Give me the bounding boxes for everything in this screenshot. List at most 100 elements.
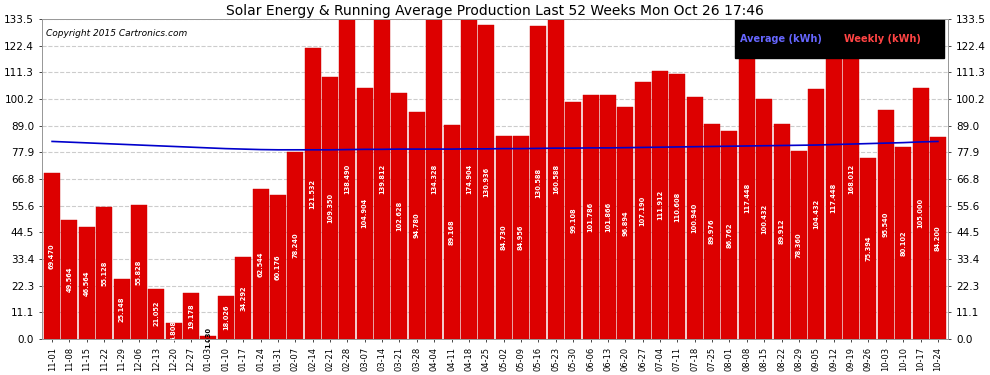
Text: 69.470: 69.470 <box>50 243 55 268</box>
Text: 62.544: 62.544 <box>257 251 263 277</box>
Text: 55.128: 55.128 <box>101 260 107 286</box>
Bar <box>427 20 443 339</box>
Text: 134.328: 134.328 <box>432 164 438 194</box>
Bar <box>895 147 911 339</box>
Text: 110.608: 110.608 <box>674 191 680 222</box>
Text: 18.026: 18.026 <box>223 304 229 330</box>
Text: 89.168: 89.168 <box>448 219 454 245</box>
Text: 130.936: 130.936 <box>483 167 489 197</box>
Bar <box>461 20 477 339</box>
Text: 60.176: 60.176 <box>275 254 281 280</box>
Text: 102.628: 102.628 <box>396 201 403 231</box>
Bar <box>356 88 372 339</box>
Bar <box>61 220 77 339</box>
Bar <box>808 89 825 339</box>
Bar <box>756 99 772 339</box>
Bar <box>287 152 303 339</box>
Bar <box>826 58 842 339</box>
Bar <box>531 26 546 339</box>
Bar <box>913 88 929 339</box>
Bar <box>131 205 147 339</box>
Text: 78.240: 78.240 <box>292 232 298 258</box>
Text: 19.178: 19.178 <box>188 303 194 329</box>
Text: 49.564: 49.564 <box>66 267 72 292</box>
Bar <box>496 136 512 339</box>
Bar <box>930 137 945 339</box>
Title: Solar Energy & Running Average Production Last 52 Weeks Mon Oct 26 17:46: Solar Energy & Running Average Productio… <box>226 4 764 18</box>
Text: 89.976: 89.976 <box>709 218 715 244</box>
Text: 75.394: 75.394 <box>865 236 871 261</box>
Bar <box>79 228 95 339</box>
Bar <box>565 102 581 339</box>
Text: 86.762: 86.762 <box>727 222 733 248</box>
Text: 78.360: 78.360 <box>796 232 802 258</box>
Bar <box>547 20 563 339</box>
Text: 104.904: 104.904 <box>361 198 367 228</box>
Text: Average (kWh): Average (kWh) <box>740 33 822 44</box>
Text: 101.786: 101.786 <box>587 202 594 232</box>
Bar <box>635 82 650 339</box>
Bar <box>669 74 685 339</box>
Bar <box>652 71 668 339</box>
Text: 160.588: 160.588 <box>552 164 558 194</box>
Bar <box>218 296 234 339</box>
Bar <box>687 97 703 339</box>
Text: Weekly (kWh): Weekly (kWh) <box>843 33 921 44</box>
Text: 139.812: 139.812 <box>379 164 385 194</box>
Bar <box>200 336 217 339</box>
Bar <box>374 20 390 339</box>
Bar <box>582 95 599 339</box>
Bar <box>878 110 894 339</box>
Bar <box>478 26 494 339</box>
Bar <box>773 124 790 339</box>
Text: 1.030: 1.030 <box>205 327 212 348</box>
Text: 96.894: 96.894 <box>623 210 629 236</box>
Text: 84.200: 84.200 <box>935 225 940 251</box>
Text: 174.904: 174.904 <box>466 164 472 194</box>
Text: 117.448: 117.448 <box>831 183 837 213</box>
Text: 21.052: 21.052 <box>153 301 159 327</box>
Bar <box>270 195 286 339</box>
Bar <box>722 131 738 339</box>
Text: 55.828: 55.828 <box>136 260 142 285</box>
Text: Copyright 2015 Cartronics.com: Copyright 2015 Cartronics.com <box>47 29 187 38</box>
Text: 84.730: 84.730 <box>501 225 507 251</box>
Text: 138.490: 138.490 <box>345 164 350 194</box>
Text: 109.350: 109.350 <box>327 193 333 223</box>
Text: 99.108: 99.108 <box>570 207 576 233</box>
Bar <box>513 135 529 339</box>
Bar <box>96 207 112 339</box>
Bar <box>252 189 268 339</box>
Bar <box>322 77 338 339</box>
Text: 34.292: 34.292 <box>241 285 247 311</box>
Bar <box>340 20 355 339</box>
Bar <box>114 279 130 339</box>
FancyBboxPatch shape <box>736 20 943 58</box>
Text: 130.588: 130.588 <box>536 168 542 198</box>
Text: 94.780: 94.780 <box>414 213 420 238</box>
Text: 95.540: 95.540 <box>883 212 889 237</box>
Text: 6.808: 6.808 <box>170 320 176 341</box>
Bar <box>704 123 720 339</box>
Text: 25.148: 25.148 <box>119 296 125 322</box>
Bar <box>860 159 876 339</box>
Bar <box>148 288 164 339</box>
Bar <box>391 93 408 339</box>
Text: 104.432: 104.432 <box>814 199 820 229</box>
Bar <box>739 58 754 339</box>
Text: 100.940: 100.940 <box>692 203 698 233</box>
Text: 80.102: 80.102 <box>900 230 906 256</box>
Text: 117.448: 117.448 <box>743 183 749 213</box>
Text: 100.432: 100.432 <box>761 204 767 234</box>
Bar <box>600 95 616 339</box>
Bar <box>305 48 321 339</box>
Bar <box>791 152 807 339</box>
Bar <box>409 112 425 339</box>
Bar <box>843 20 859 339</box>
Text: 84.956: 84.956 <box>518 225 524 250</box>
Text: 107.190: 107.190 <box>640 195 645 226</box>
Bar <box>45 172 60 339</box>
Bar <box>444 126 459 339</box>
Bar <box>183 293 199 339</box>
Bar <box>236 257 251 339</box>
